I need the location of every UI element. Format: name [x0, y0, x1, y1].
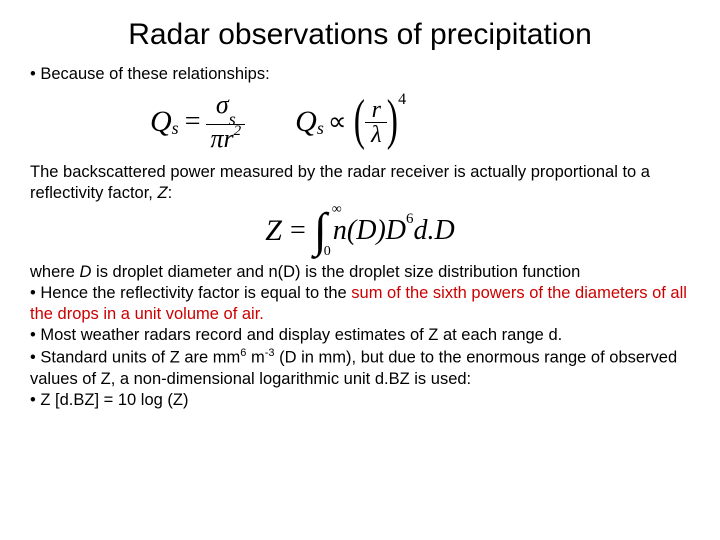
- lparen: (: [354, 95, 365, 145]
- bullet2a: • Hence the reflectivity factor is equal…: [30, 284, 351, 302]
- sigma: σ: [216, 90, 229, 119]
- den-lambda: λ: [365, 123, 387, 147]
- para2a: where: [30, 263, 80, 281]
- equation-row-1: Qs = σs πr2 Qs ∝ ( r λ ) 4: [150, 91, 690, 154]
- paragraph-2: where D is droplet diameter and n(D) is …: [30, 262, 690, 283]
- equation-Z-integral: Z = ∞ ∫ 0 n(D)D6d.D: [265, 214, 455, 248]
- para1-Z: Z: [157, 184, 167, 202]
- pow4: 4: [398, 91, 406, 109]
- integral: ∞ ∫ 0: [314, 214, 327, 248]
- para1a: The backscattered power measured by the …: [30, 163, 650, 202]
- num-r: r: [366, 98, 387, 122]
- sym-Z: Z: [265, 214, 282, 248]
- slide-title: Radar observations of precipitation: [30, 18, 690, 52]
- fraction-1: σs πr2: [206, 91, 245, 154]
- int-upper: ∞: [332, 202, 342, 218]
- bullet-4: • Standard units of Z are mm6 m-3 (D in …: [30, 346, 690, 390]
- pow6: 6: [406, 211, 414, 227]
- D2: D: [386, 215, 406, 246]
- int-symbol: ∫: [314, 214, 327, 248]
- D1: D: [356, 215, 376, 246]
- integrand: n(D)D6d.D: [333, 215, 455, 247]
- para2c: is droplet diameter and n(D) is the drop…: [91, 263, 580, 281]
- n: n: [333, 215, 347, 246]
- equation-qs-ratio: Qs ∝ ( r λ ) 4: [295, 97, 410, 147]
- rparen: ): [387, 95, 398, 145]
- b4c: m: [246, 349, 264, 367]
- paragraph-1: The backscattered power measured by the …: [30, 162, 690, 204]
- bullet-3: • Most weather radars record and display…: [30, 325, 690, 346]
- sym-Q2: Q: [295, 105, 317, 139]
- D3: D: [435, 215, 455, 246]
- equation-qs-sigma: Qs = σs πr2: [150, 91, 245, 154]
- sub-s2: s: [317, 118, 324, 139]
- pow2: 2: [234, 123, 242, 139]
- prop-sign: ∝: [328, 107, 347, 137]
- bullet-1: • Because of these relationships:: [30, 64, 690, 85]
- equals-sign: =: [185, 106, 201, 138]
- sub-s: s: [172, 118, 179, 139]
- d: d: [414, 215, 428, 246]
- fraction-2: r λ: [365, 98, 387, 147]
- b4a: • Standard units of Z are mm: [30, 349, 240, 367]
- equation-row-2: Z = ∞ ∫ 0 n(D)D6d.D: [30, 214, 690, 248]
- int-lower: 0: [324, 244, 331, 260]
- bullet-2: • Hence the reflectivity factor is equal…: [30, 283, 690, 325]
- bullet-5: • Z [d.BZ] = 10 log (Z): [30, 390, 690, 411]
- para2-D: D: [80, 263, 92, 281]
- pi: π: [210, 124, 223, 153]
- equals-sign-2: =: [290, 215, 306, 247]
- b4-supneg3: -3: [265, 347, 275, 359]
- sym-Q: Q: [150, 105, 172, 139]
- para1c: :: [168, 184, 173, 202]
